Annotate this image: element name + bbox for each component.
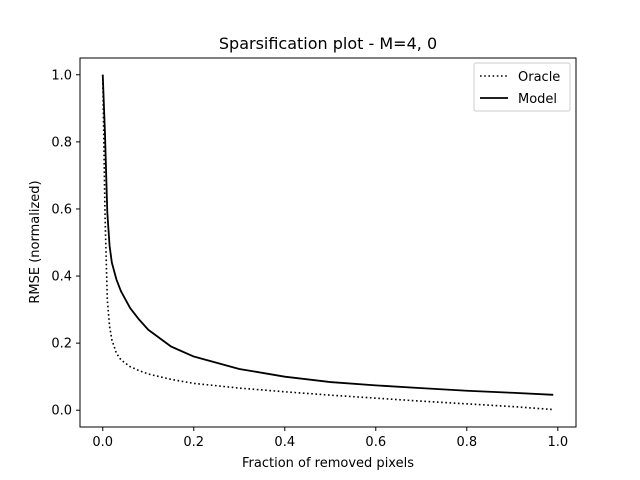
- y-tick-label: 0.2: [51, 337, 72, 352]
- legend-box: [473, 62, 571, 112]
- x-tick-label: 0.8: [456, 435, 477, 450]
- plot-area: 0.0 0.2 0.4 0.6 0.8 1.0 0.0 0.2 0.4 0.6 0.8 1.0: [51, 68, 568, 450]
- legend: Oracle Model: [473, 62, 571, 112]
- y-tick-label: 0.0: [51, 404, 72, 419]
- axes-frame: [79, 57, 577, 428]
- x-axis-label: Fraction of removed pixels: [242, 456, 414, 471]
- chart-title: Sparsification plot - M=4, 0: [219, 34, 437, 53]
- series-line-model: [101, 74, 554, 396]
- y-tick-label: 0.8: [51, 135, 72, 150]
- y-tick-label: 0.4: [51, 270, 72, 285]
- x-tick-label: 0.0: [92, 435, 113, 450]
- y-tick-label: 1.0: [51, 68, 72, 83]
- legend-label-model: Model: [518, 92, 557, 107]
- x-tick-label: 0.4: [274, 435, 295, 450]
- x-tick-label: 1.0: [547, 435, 568, 450]
- x-tick-label: 0.6: [365, 435, 386, 450]
- x-tick-label: 0.2: [183, 435, 204, 450]
- y-tick-label: 0.6: [51, 202, 72, 217]
- legend-label-oracle: Oracle: [518, 70, 560, 85]
- y-axis-label: RMSE (normalized): [28, 180, 43, 303]
